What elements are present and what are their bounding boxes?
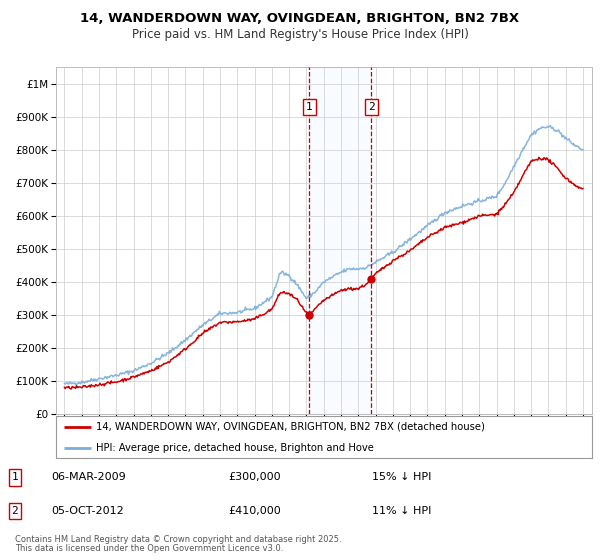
Text: 15% ↓ HPI: 15% ↓ HPI (372, 473, 431, 482)
Text: 1: 1 (11, 473, 19, 482)
Text: 14, WANDERDOWN WAY, OVINGDEAN, BRIGHTON, BN2 7BX: 14, WANDERDOWN WAY, OVINGDEAN, BRIGHTON,… (80, 12, 520, 25)
Text: 2: 2 (11, 506, 19, 516)
Text: 2: 2 (368, 102, 374, 112)
Bar (310, 67, 371, 414)
Text: 14, WANDERDOWN WAY, OVINGDEAN, BRIGHTON, BN2 7BX (detached house): 14, WANDERDOWN WAY, OVINGDEAN, BRIGHTON,… (96, 422, 485, 432)
Text: £300,000: £300,000 (228, 473, 281, 482)
Text: 05-OCT-2012: 05-OCT-2012 (51, 506, 124, 516)
Text: HPI: Average price, detached house, Brighton and Hove: HPI: Average price, detached house, Brig… (96, 442, 374, 452)
Text: 06-MAR-2009: 06-MAR-2009 (51, 473, 126, 482)
Text: Contains HM Land Registry data © Crown copyright and database right 2025.: Contains HM Land Registry data © Crown c… (15, 535, 341, 544)
Text: 11% ↓ HPI: 11% ↓ HPI (372, 506, 431, 516)
Text: 1: 1 (306, 102, 313, 112)
Text: This data is licensed under the Open Government Licence v3.0.: This data is licensed under the Open Gov… (15, 544, 283, 553)
Text: £410,000: £410,000 (228, 506, 281, 516)
Text: Price paid vs. HM Land Registry's House Price Index (HPI): Price paid vs. HM Land Registry's House … (131, 28, 469, 41)
